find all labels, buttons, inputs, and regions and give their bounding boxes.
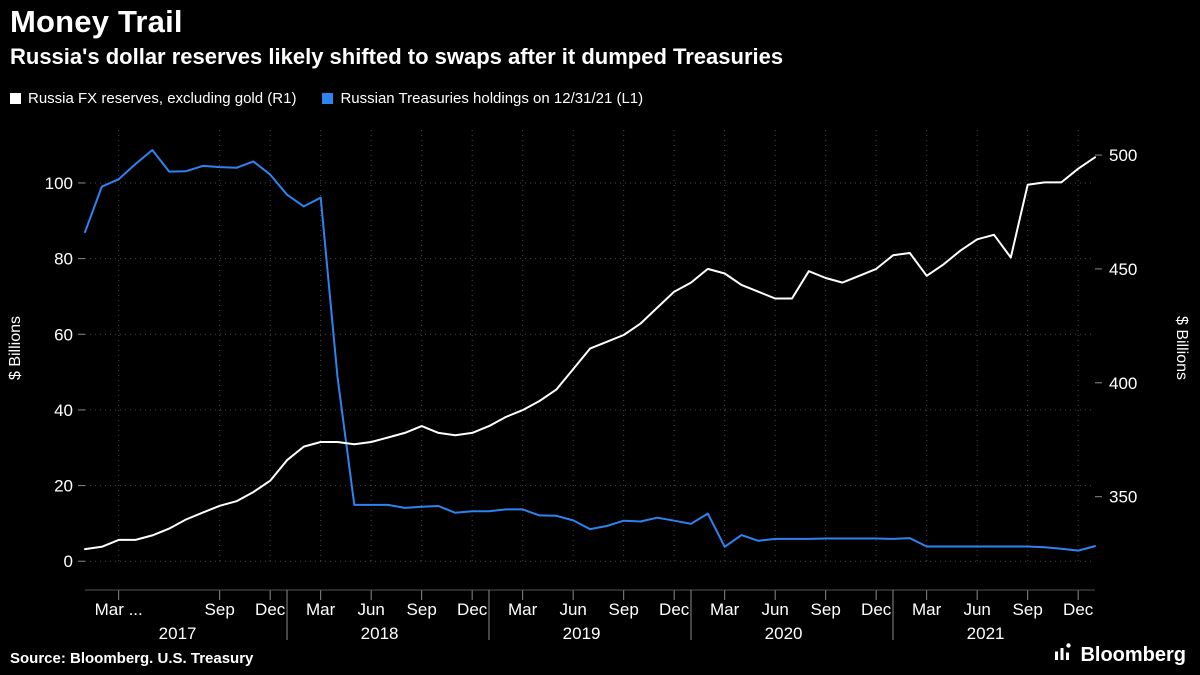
x-tick-label: Dec: [861, 600, 892, 619]
x-tick-label: Jun: [357, 600, 384, 619]
left-tick-label: 60: [54, 325, 73, 344]
bloomberg-logo-text: Bloomberg: [1080, 643, 1186, 666]
bloomberg-logo: Bloomberg: [1052, 641, 1186, 669]
year-label: 2021: [967, 624, 1005, 643]
x-tick-label: Jun: [559, 600, 586, 619]
right-tick-label: 500: [1109, 146, 1137, 165]
year-label: 2019: [563, 624, 601, 643]
x-tick-label: Sep: [811, 600, 841, 619]
chart-title: Money Trail: [10, 4, 183, 39]
x-tick-label: Mar: [508, 600, 538, 619]
legend-swatch-blue: [322, 93, 334, 104]
series-line-treasuries: [84, 149, 1096, 552]
legend: Russia FX reserves, excluding gold (R1) …: [10, 90, 643, 107]
x-tick-label: Mar: [710, 600, 740, 619]
left-tick-label: 80: [54, 250, 73, 269]
right-tick-label: 350: [1109, 488, 1137, 507]
bloomberg-terminal-icon: [1052, 641, 1074, 669]
chart-plot: 0 20 40 60 80 100 350 400 450 500 Mar ... Sep Dec Mar…: [45, 130, 1137, 643]
legend-item-treasuries: Russian Treasuries holdings on 12/31/21 …: [322, 90, 643, 107]
series-line-fx-reserves: [84, 156, 1096, 551]
legend-swatch-white: [10, 93, 21, 104]
legend-item-fx-reserves: Russia FX reserves, excluding gold (R1): [10, 90, 296, 107]
x-tick-label: Sep: [407, 600, 437, 619]
legend-label-treasuries: Russian Treasuries holdings on 12/31/21 …: [340, 90, 644, 107]
year-label: 2020: [765, 624, 803, 643]
right-tick-label: 400: [1109, 374, 1137, 393]
legend-label-fx-reserves: Russia FX reserves, excluding gold (R1): [28, 90, 297, 107]
x-tick-label: Mar ...: [95, 600, 143, 619]
x-tick-label: Dec: [255, 600, 286, 619]
year-label: 2017: [159, 624, 197, 643]
x-tick-label: Jun: [963, 600, 990, 619]
source-note: Source: Bloomberg. U.S. Treasury: [10, 650, 254, 667]
x-tick-label: Sep: [1013, 600, 1043, 619]
x-tick-label: Jun: [761, 600, 788, 619]
right-tick-label: 450: [1109, 260, 1137, 279]
x-tick-label: Dec: [659, 600, 690, 619]
x-tick-label: Mar: [306, 600, 336, 619]
left-tick-label: 20: [54, 477, 73, 496]
left-tick-label: 40: [54, 401, 73, 420]
x-tick-label: Sep: [205, 600, 235, 619]
chart-subtitle: Russia's dollar reserves likely shifted …: [10, 44, 784, 69]
left-tick-label: 100: [45, 174, 73, 193]
year-label: 2018: [361, 624, 399, 643]
x-tick-label: Dec: [1063, 600, 1094, 619]
x-tick-label: Dec: [457, 600, 488, 619]
left-tick-label: 0: [64, 552, 73, 571]
x-tick-label: Mar: [912, 600, 942, 619]
x-tick-label: Sep: [609, 600, 639, 619]
